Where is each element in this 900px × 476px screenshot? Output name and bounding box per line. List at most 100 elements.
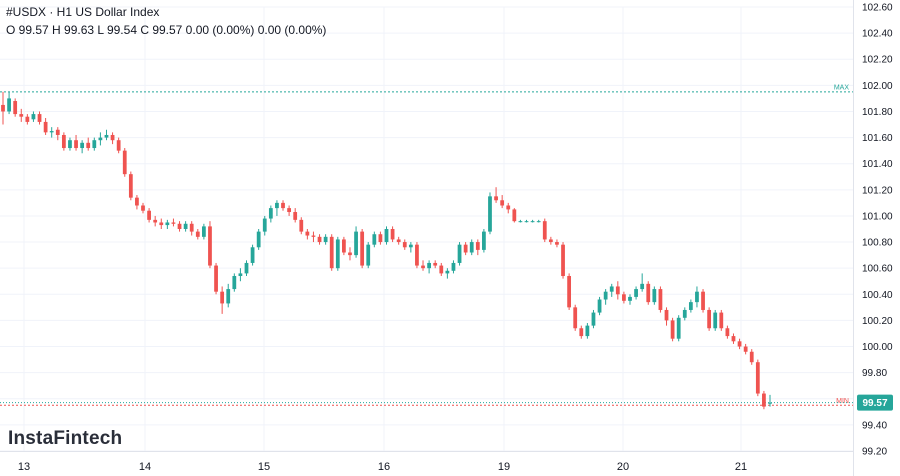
candle-body [92, 140, 97, 149]
candle-body [268, 208, 273, 219]
ohlc-readout: O 99.57 H 99.63 L 99.54 C 99.57 0.00 (0.… [6, 23, 327, 37]
candle-body [171, 222, 176, 224]
candle-body [299, 219, 304, 232]
candle-body [293, 212, 298, 220]
candle-body [238, 273, 243, 277]
candle-body [603, 291, 608, 300]
y-tick-label: 101.20 [862, 185, 893, 196]
candle-body [622, 294, 626, 301]
candle-body [634, 289, 638, 297]
candle-body [640, 283, 645, 290]
candle-body [214, 265, 218, 292]
candle-body [342, 239, 346, 253]
candle-body [250, 247, 255, 263]
candle-body [208, 226, 212, 266]
candle-body [688, 302, 693, 310]
candle-body [591, 312, 596, 326]
candle-body [682, 309, 687, 318]
candle-body [463, 244, 468, 253]
candle-body [707, 309, 712, 329]
chart-title: #USDX · H1 US Dollar Index [6, 5, 160, 19]
x-tick-label: 13 [18, 461, 30, 473]
y-tick-label: 102.20 [862, 55, 893, 66]
y-tick-label: 102.60 [862, 3, 893, 14]
y-tick-label: 100.40 [862, 290, 893, 301]
candle-body [31, 114, 36, 120]
candle-body [390, 229, 395, 240]
candle-body [226, 289, 231, 304]
candle-body [7, 98, 11, 112]
candle-body [555, 242, 559, 245]
candle-body [68, 140, 72, 149]
y-tick-label: 100.80 [862, 238, 893, 249]
candle-body [628, 296, 632, 301]
candle-body [61, 134, 66, 149]
candle-body [354, 231, 358, 256]
candle-body [408, 244, 413, 248]
candle-body [415, 244, 419, 266]
candle-body [530, 221, 535, 223]
candle-body [427, 262, 431, 269]
candle-body [421, 265, 425, 269]
candle-body [488, 196, 492, 232]
candle-body [609, 286, 614, 292]
candle-body [670, 320, 675, 339]
candle-body [755, 362, 760, 394]
candle-body [55, 129, 60, 135]
y-tick-label: 101.60 [862, 133, 893, 144]
candle-body [37, 114, 42, 122]
candle-body [147, 210, 151, 220]
candle-body [433, 262, 438, 266]
candle-body [244, 262, 249, 274]
y-tick-label: 99.20 [862, 447, 887, 458]
candle-body [713, 312, 718, 329]
candle-body [585, 325, 590, 337]
candle-body [195, 231, 200, 237]
candle-body [762, 393, 766, 407]
candle-body [652, 289, 657, 303]
candle-body [110, 134, 115, 141]
candle-body [743, 346, 748, 352]
x-tick-label: 19 [498, 461, 510, 473]
candle-body [74, 140, 78, 149]
candle-body [451, 262, 456, 271]
candle-body [457, 244, 462, 263]
candle-body [561, 244, 565, 277]
y-tick-label: 100.20 [862, 316, 893, 327]
candle-body [25, 116, 30, 122]
brand-logo-text: InstaFintech [8, 428, 123, 449]
candle-body [335, 239, 340, 269]
last-price-badge [857, 394, 893, 411]
candle-body [159, 222, 164, 226]
candle-body [768, 402, 772, 404]
candle-body [232, 276, 237, 290]
y-tick-label: 101.80 [862, 107, 893, 118]
candle-body [524, 221, 529, 223]
y-tick-label: 99.40 [862, 420, 887, 431]
min-label: MIN [836, 398, 849, 405]
candle-body [360, 231, 365, 266]
candle-body [287, 208, 291, 213]
candle-body [567, 276, 572, 308]
candle-body [220, 291, 225, 304]
candle-body [542, 221, 547, 240]
candle-body [512, 209, 517, 222]
candle-body [676, 317, 681, 339]
candle-body [646, 283, 651, 303]
x-tick-label: 21 [735, 461, 747, 473]
candle-body [1, 104, 5, 112]
candle-body [348, 252, 352, 256]
candle-body [80, 142, 85, 149]
candle-body [701, 291, 705, 310]
last-price-label: 99.57 [862, 398, 887, 409]
max-label: MAX [834, 84, 850, 91]
x-tick-label: 15 [258, 461, 270, 473]
candle-body [500, 200, 505, 206]
candle-body [165, 222, 170, 226]
candle-body [183, 223, 188, 229]
candle-body [329, 236, 334, 269]
y-tick-label: 100.60 [862, 264, 893, 275]
candle-body [737, 341, 742, 347]
candle-body [98, 137, 103, 141]
